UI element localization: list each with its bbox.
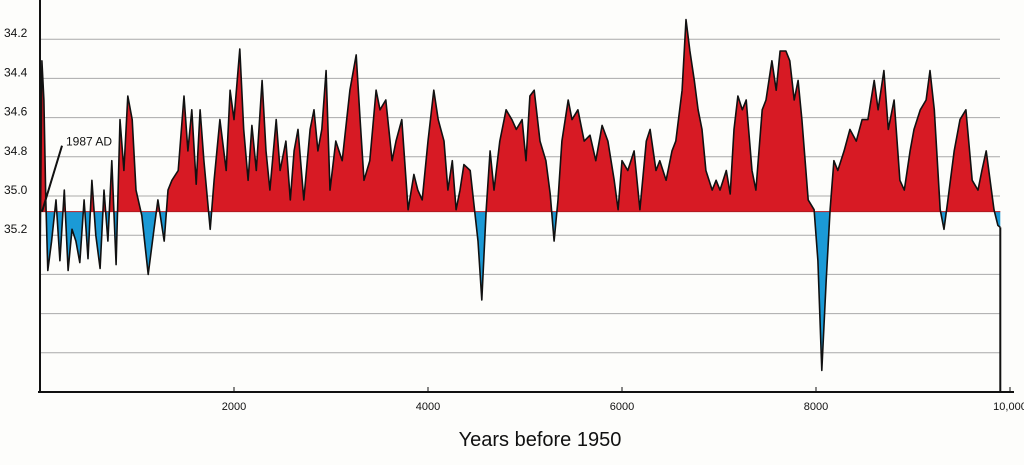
y-tick-label: 34.6 <box>4 105 28 119</box>
x-tick-label: 8000 <box>804 401 828 413</box>
y-tick-label: 35.2 <box>4 222 28 236</box>
y-tick-label: 34.4 <box>4 65 28 79</box>
y-tick-labels: 34.2 34.4 34.6 34.8 35.0 35.2 <box>4 26 28 236</box>
x-tick-label: 4000 <box>416 401 440 413</box>
annotation-pointer <box>41 145 63 212</box>
series-line <box>39 18 1001 372</box>
annotation-1987-ad: 1987 AD <box>66 135 112 149</box>
y-tick-label: 34.2 <box>4 26 28 40</box>
x-tick-label: 2000 <box>222 401 246 413</box>
y-tick-label: 34.8 <box>4 144 28 158</box>
x-tick-labels: 2000 4000 6000 8000 10,000 <box>222 387 1024 413</box>
x-tick-label: 10,000 <box>993 401 1024 413</box>
area-above-reference <box>40 19 995 212</box>
y-tick-label: 35.0 <box>4 183 28 197</box>
x-tick-label: 6000 <box>610 401 634 413</box>
x-axis-label: Years before 1950 <box>459 429 622 451</box>
